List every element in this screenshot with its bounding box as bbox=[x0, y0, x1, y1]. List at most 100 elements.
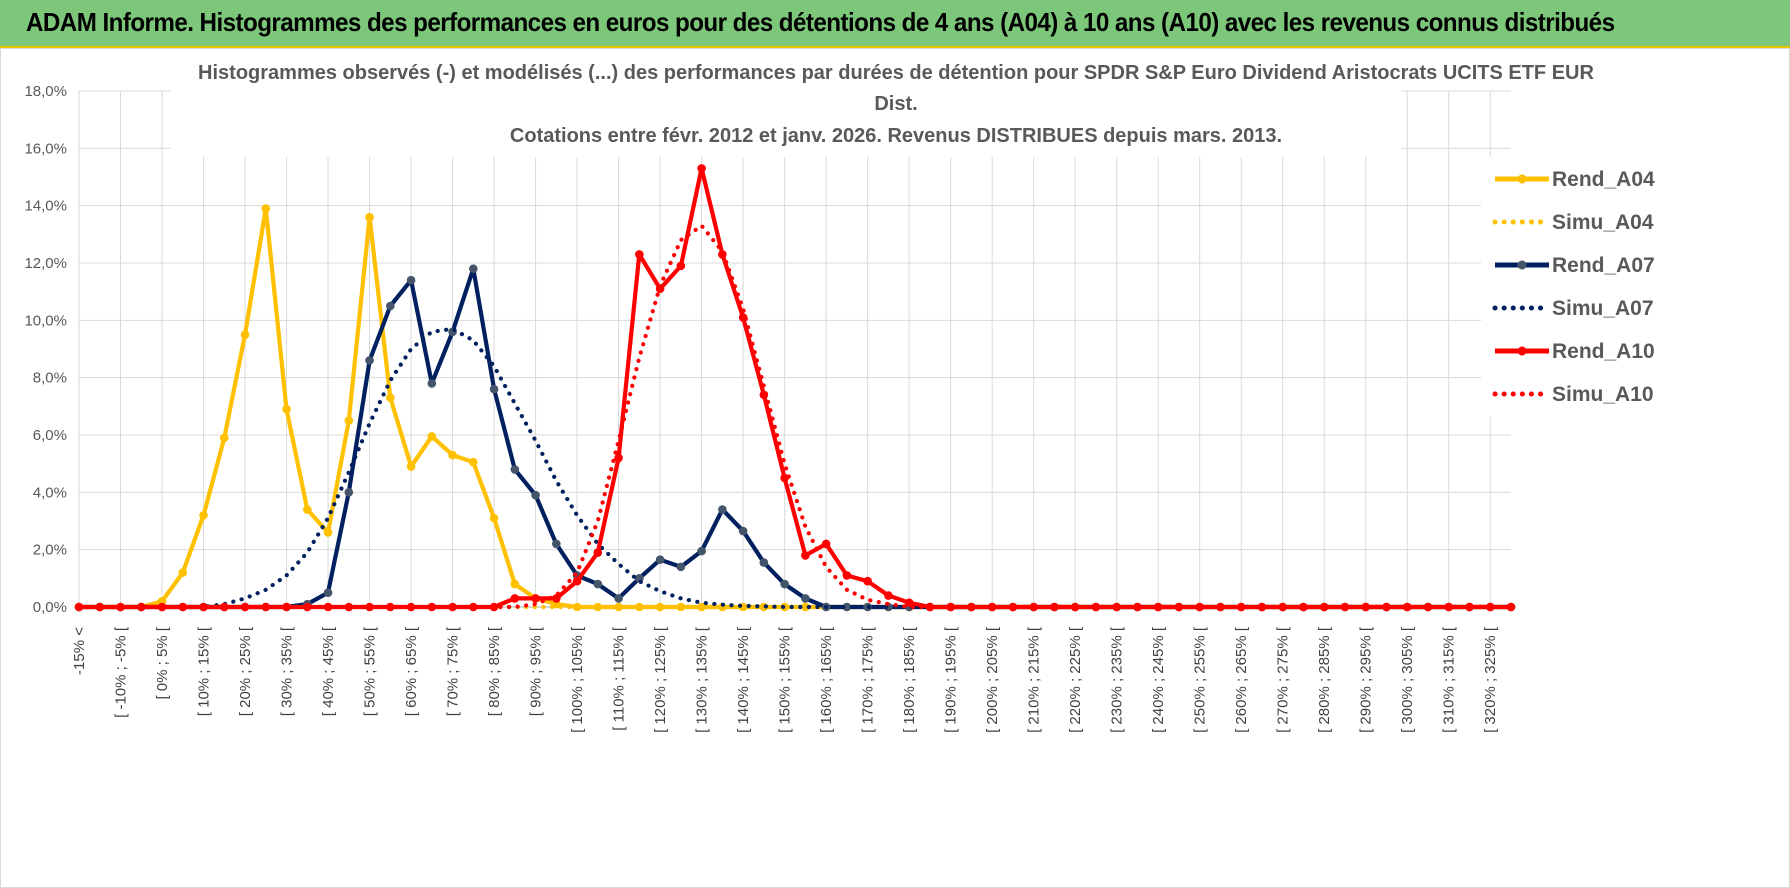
gridlines bbox=[78, 90, 1511, 608]
x-tick-label: [ 110% ; 115% [ bbox=[611, 626, 628, 731]
chart-title: Histogrammes observés (-) et modélisés (… bbox=[171, 57, 1594, 157]
series-rend-a10-point bbox=[261, 602, 271, 612]
series-simu-a10-line bbox=[76, 223, 1514, 610]
y-tick-label: 6,0% bbox=[33, 427, 67, 444]
series-rend-a04-point bbox=[261, 204, 271, 213]
x-tick-label: [ 280% ; 285% [ bbox=[1316, 626, 1333, 733]
x-tick-label: [ 180% ; 185% [ bbox=[901, 626, 918, 733]
x-tick-label: [ 210% ; 215% [ bbox=[1026, 626, 1043, 733]
series-rend-a10-point bbox=[1050, 602, 1059, 612]
series-rend-a07-point bbox=[614, 594, 623, 603]
y-tick-label: 0,0% bbox=[33, 599, 67, 616]
series-rend-a07-point bbox=[489, 384, 499, 394]
x-tick-label: [ 90% ; 95% [ bbox=[528, 626, 545, 716]
series-rend-a10-point bbox=[95, 602, 105, 612]
legend-rend-a10-label: Rend_A10 bbox=[1552, 340, 1655, 363]
series-rend-a04-point bbox=[344, 416, 354, 425]
series-rend-a10-point bbox=[1091, 602, 1101, 612]
series-rend-a04-point bbox=[593, 602, 603, 612]
series-rend-a04-point bbox=[801, 602, 810, 612]
chart-frame: 0,0% 2,0% 4,0% 6,0% 8,0% 10,0% 12,0% 14,0% 16,0%… bbox=[0, 48, 1790, 888]
x-tick-label: -15% < bbox=[71, 627, 88, 675]
series-rend-a04-point bbox=[282, 404, 291, 414]
x-tick-label: [ 140% ; 145% [ bbox=[735, 626, 752, 733]
series-rend-a10-point bbox=[572, 576, 582, 586]
series bbox=[74, 164, 1516, 612]
x-tick-label: [ 240% ; 245% [ bbox=[1150, 626, 1167, 733]
x-tick-label: [ 270% ; 275% [ bbox=[1275, 626, 1292, 733]
y-tick-label: 16,0% bbox=[24, 140, 67, 157]
series-rend-a10-point bbox=[344, 602, 354, 612]
x-tick-label: [ 230% ; 235% [ bbox=[1109, 626, 1126, 733]
series-rend-a10-point bbox=[1153, 602, 1163, 612]
y-tick-label: 8,0% bbox=[33, 370, 67, 387]
series-rend-a07-point bbox=[406, 275, 416, 285]
series-simu-a07-line bbox=[76, 326, 1514, 610]
series-rend-a10-point bbox=[1465, 602, 1474, 612]
series-rend-a07-point bbox=[718, 505, 727, 514]
legend-rend-a04-marker bbox=[1517, 174, 1527, 184]
legend: Rend_A04 Simu_A04 Rend_A07 Simu_A07 Rend_A10… bbox=[1481, 157, 1681, 417]
x-tick-label: [ 300% ; 305% [ bbox=[1399, 626, 1416, 733]
series-rend-a10-point bbox=[904, 598, 914, 607]
series-rend-a07-point bbox=[323, 588, 333, 597]
y-tick-label: 12,0% bbox=[24, 255, 67, 272]
series-rend-a10-point bbox=[1257, 602, 1267, 612]
x-tick-label: [ 160% ; 165% [ bbox=[818, 626, 835, 733]
series-rend-a04-point bbox=[448, 450, 457, 460]
series-rend-a07-point bbox=[842, 602, 852, 612]
legend-background bbox=[1481, 157, 1681, 417]
chart: 0,0% 2,0% 4,0% 6,0% 8,0% 10,0% 12,0% 14,0% 16,0%… bbox=[24, 57, 1681, 733]
series-rend-a07-point bbox=[738, 526, 748, 536]
series-rend-a10-point bbox=[1361, 602, 1371, 612]
series-rend-a10-point bbox=[1340, 602, 1350, 612]
series-rend-a04-point bbox=[469, 457, 478, 467]
series-rend-a10-point bbox=[448, 602, 457, 612]
series-rend-a04-point bbox=[178, 568, 188, 577]
legend-simu-a10-label: Simu_A10 bbox=[1552, 383, 1654, 406]
series-rend-a07-point bbox=[365, 356, 374, 365]
series-rend-a04-point bbox=[219, 433, 229, 443]
x-tick-label: [ 40% ; 45% [ bbox=[320, 626, 337, 716]
series-rend-a10-point bbox=[593, 548, 603, 557]
series-rend-a10-line bbox=[79, 166, 1511, 610]
legend-rend-a07-marker bbox=[1517, 260, 1527, 270]
series-rend-a10-point bbox=[199, 602, 208, 612]
series-rend-a07-point bbox=[697, 546, 706, 556]
series-rend-a04-point bbox=[323, 528, 333, 537]
series-rend-a07-point bbox=[655, 555, 665, 564]
series-rend-a04-point bbox=[510, 579, 520, 589]
series-rend-a04-point bbox=[240, 330, 250, 339]
y-tick-label: 10,0% bbox=[24, 312, 67, 329]
legend-rend-a10-marker bbox=[1517, 346, 1527, 356]
series-rend-a04-point bbox=[655, 602, 665, 612]
x-tick-label: [ 80% ; 85% [ bbox=[486, 626, 503, 716]
series-rend-a04-point bbox=[365, 212, 374, 222]
series-rend-a10-point bbox=[302, 602, 312, 612]
series-rend-a07-point bbox=[801, 594, 810, 603]
x-tick-label: [ 260% ; 265% [ bbox=[1233, 626, 1250, 733]
x-tick-label: [ 100% ; 105% [ bbox=[569, 626, 586, 733]
series-rend-a10-point bbox=[1008, 602, 1018, 612]
x-tick-label: [ 60% ; 65% [ bbox=[403, 626, 420, 716]
series-rend-a07-point bbox=[759, 558, 769, 567]
series-rend-a10-point bbox=[552, 594, 561, 603]
legend-simu-a04-label: Simu_A04 bbox=[1552, 211, 1654, 234]
x-tick-label: [ 30% ; 35% [ bbox=[279, 626, 296, 716]
x-tick-label: [ 130% ; 135% [ bbox=[694, 626, 711, 733]
series-rend-a10-point bbox=[1195, 602, 1204, 612]
series-rend-a07-point bbox=[427, 379, 437, 388]
axes: 0,0% 2,0% 4,0% 6,0% 8,0% 10,0% 12,0% 14,0% 16,0%… bbox=[24, 83, 1511, 733]
series-rend-a10-point bbox=[406, 602, 416, 612]
series-rend-a10-point bbox=[1402, 602, 1412, 612]
series-rend-a10-point bbox=[531, 594, 540, 603]
series-rend-a10-point bbox=[863, 576, 872, 586]
x-tick-label: [ 170% ; 175% [ bbox=[860, 626, 877, 733]
series-rend-a10-point bbox=[780, 473, 789, 483]
x-tick-label: [ 250% ; 255% [ bbox=[1192, 626, 1209, 733]
series-rend-a04-line bbox=[79, 206, 1511, 610]
series-rend-a07-point bbox=[552, 539, 561, 549]
series-rend-a10-point bbox=[489, 602, 499, 612]
series-rend-a04-point bbox=[614, 602, 623, 612]
y-tick-label: 4,0% bbox=[33, 484, 67, 501]
